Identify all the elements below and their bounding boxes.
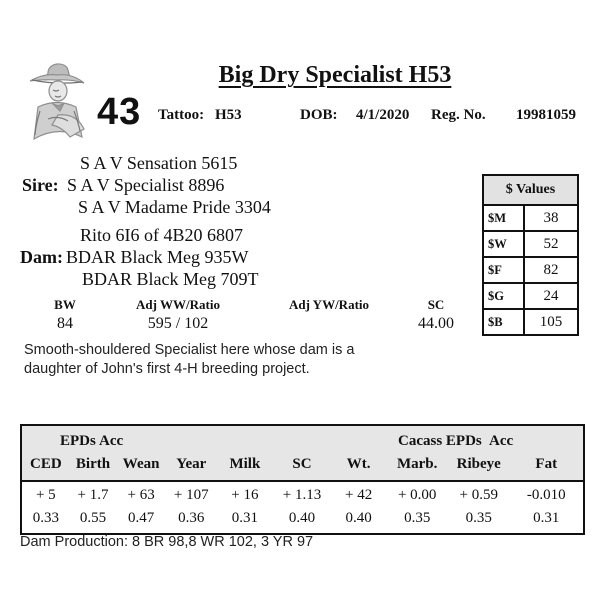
sire-name-line: Sire: S A V Specialist 8896 (0, 175, 470, 197)
dollar-value-label: $M (482, 204, 525, 232)
dollar-value-amount: 105 (523, 308, 579, 336)
sire-sire-name: S A V Sensation 5615 (80, 153, 238, 173)
column-header: Fat (535, 456, 558, 472)
adj-yw-ratio-value (266, 315, 392, 333)
sire-pedigree: S A V Sensation 5615 Sire: S A V Special… (0, 153, 470, 219)
header-info-row: Tattoo: H53 DOB: 4/1/2020 Reg. No. 19981… (0, 107, 600, 127)
table-row: $B 105 (482, 308, 579, 336)
acc-value: 0.47 (128, 510, 155, 526)
tattoo-label: Tattoo: (158, 107, 205, 123)
acc-value: 0.55 (79, 510, 107, 526)
table-row: $W 52 (482, 230, 579, 258)
epd-value: + 0.00 (397, 487, 437, 503)
epd-table-body: + 5 + 1.7 + 63 + 107 + 16 + 1.13 + 42 + … (22, 482, 583, 533)
sc-value: 44.00 (418, 315, 454, 332)
dam-dam-name: BDAR Black Meg 709T (82, 269, 259, 289)
reg-no-label: Reg. No. (431, 107, 486, 123)
acc-value: 0.31 (533, 510, 560, 526)
acc-value: 0.35 (465, 510, 492, 526)
column-header: SC (292, 456, 312, 472)
column-header: Wt. (346, 456, 371, 472)
column-header: Milk (229, 456, 261, 472)
column-header: CED (29, 456, 62, 472)
epd-value: -0.010 (526, 487, 566, 503)
dam-name: BDAR Black Meg 935W (66, 247, 249, 267)
acc-value: 0.35 (404, 510, 431, 526)
pedigree-section: S A V Sensation 5615 Sire: S A V Special… (0, 153, 470, 291)
epd-value: + 0.59 (459, 487, 498, 503)
animal-name-title: Big Dry Specialist H53 (218, 62, 452, 88)
dollar-value-amount: 52 (523, 230, 579, 258)
sire-dam-name: S A V Madame Pride 3304 (78, 197, 271, 217)
reg-no-value: 19981059 (516, 107, 576, 123)
lot-number: 43 (97, 91, 142, 133)
dam-label: Dam: (20, 247, 63, 267)
bw-label: BW (54, 297, 76, 312)
table-row: $G 24 (482, 282, 579, 310)
column-header: Wean (122, 456, 160, 472)
epd-value: + 42 (344, 487, 373, 503)
carcass-epds-group-label: Cacass EPDs (398, 433, 482, 449)
dollar-value-amount: 82 (523, 256, 579, 284)
epd-value: + 5 (35, 487, 56, 503)
dollar-value-label: $B (482, 308, 525, 336)
dam-production-line: Dam Production: 8 BR 98,8 WR 102, 3 YR 9… (20, 534, 314, 550)
acc-value: 0.36 (178, 510, 205, 526)
table-row: $M 38 (482, 204, 579, 232)
sale-description: Smooth-shouldered Specialist here whose … (24, 342, 355, 377)
column-header: Year (176, 456, 207, 472)
adj-ww-ratio-value: 595 / 102 (147, 315, 209, 332)
table-row: $F 82 (482, 256, 579, 284)
dam-sire-name: Rito 6I6 of 4B20 6807 (80, 225, 244, 245)
epd-value: + 1.7 (77, 487, 109, 503)
carcass-acc-label: Acc (489, 433, 514, 449)
dam-pedigree: Rito 6I6 of 4B20 6807 Dam: BDAR Black Me… (0, 225, 470, 291)
acc-value: 0.31 (231, 510, 259, 526)
acc-values-row: 0.33 0.55 0.47 0.36 0.31 0.40 0.40 0.35 … (22, 507, 583, 530)
dollar-value-amount: 38 (523, 204, 579, 232)
sc-label: SC (427, 297, 445, 312)
adj-yw-ratio-column: Adj YW/Ratio (266, 297, 392, 333)
dollar-value-label: $G (482, 282, 525, 310)
epd-table: EPDs Acc Cacass EPDs Acc CED Birth Wean … (20, 424, 585, 535)
column-header: Marb. (396, 456, 438, 472)
cowboy-sketch-image (29, 63, 85, 141)
dollar-value-label: $F (482, 256, 525, 284)
epds-acc-label: Acc (99, 433, 124, 449)
epd-value: + 16 (231, 487, 259, 503)
sc-column: SC 44.00 (398, 297, 474, 333)
adj-ww-ratio-label: Adj WW/Ratio (136, 297, 220, 312)
dam-name-line: Dam: BDAR Black Meg 935W (0, 247, 470, 269)
epds-group-label: EPDs (60, 433, 96, 449)
bw-column: BW 84 (30, 297, 100, 333)
acc-value: 0.40 (288, 510, 316, 526)
adj-ww-ratio-column: Adj WW/Ratio 595 / 102 (116, 297, 240, 333)
dollar-value-amount: 24 (523, 282, 579, 310)
sire-label: Sire: (22, 175, 59, 195)
epd-table-header: EPDs Acc Cacass EPDs Acc CED Birth Wean … (22, 426, 583, 482)
tattoo-value: H53 (215, 107, 242, 123)
acc-value: 0.40 (345, 510, 372, 526)
dob-label: DOB: (300, 107, 338, 123)
epd-value: + 63 (127, 487, 155, 503)
acc-value: 0.33 (32, 510, 59, 526)
epd-value: + 1.13 (282, 487, 322, 503)
column-header: Birth (75, 456, 111, 472)
adj-yw-ratio-label: Adj YW/Ratio (288, 297, 370, 312)
dollar-values-table: $ Values $M 38 $W 52 $F 82 $G 24 $B 105 (482, 174, 579, 336)
epd-group-headers: EPDs Acc Cacass EPDs Acc (22, 433, 583, 453)
epd-value: + 107 (173, 487, 209, 503)
dollar-values-header: $ Values (482, 174, 579, 206)
dob-value: 4/1/2020 (356, 107, 410, 123)
epd-values-row: + 5 + 1.7 + 63 + 107 + 16 + 1.13 + 42 + … (22, 484, 583, 507)
sire-name: S A V Specialist 8896 (67, 175, 225, 195)
bw-value: 84 (57, 315, 73, 332)
epd-column-headers: CED Birth Wean Year Milk SC Wt. Marb. Ri… (22, 456, 583, 473)
column-header: Ribeye (456, 456, 501, 472)
dollar-value-label: $W (482, 230, 525, 258)
